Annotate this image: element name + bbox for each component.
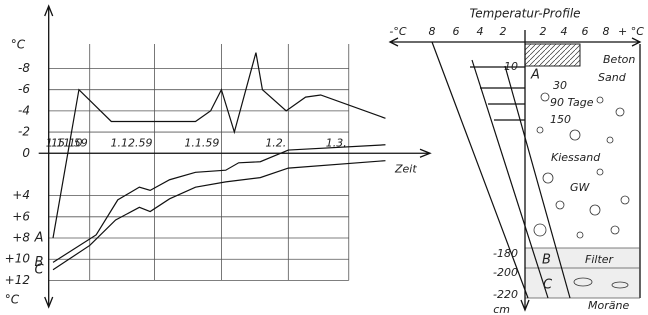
x-label: Zeit: [394, 162, 417, 175]
y-tick-label: +6: [12, 209, 30, 223]
scale-label: 2: [500, 25, 507, 38]
concrete: [525, 44, 580, 66]
layer-label: Moräne: [588, 299, 629, 312]
y-tick-label: +10: [5, 252, 31, 266]
depth-label: -220: [493, 288, 518, 301]
day-label: 30: [553, 79, 567, 92]
scale-label: 2: [540, 25, 547, 38]
y-tick-label: -4: [18, 103, 30, 117]
x-tick-label: 1.1.59: [184, 136, 219, 149]
series-line: [53, 145, 385, 263]
y-unit: °C: [5, 293, 20, 307]
layer-label: GW: [570, 181, 591, 194]
layer-label: Filter: [585, 253, 615, 266]
profile: Temperatur-Profile -°C + °C 8 6 4 2 2 4 …: [389, 7, 644, 315]
layer-label: Beton: [603, 53, 635, 66]
day-label: 90 Tage: [550, 96, 594, 109]
y-tick-label: -6: [18, 82, 30, 96]
y-tick-label: +4: [12, 188, 30, 202]
day-label: 150: [550, 113, 571, 126]
series-line: [53, 161, 385, 270]
y-unit: °C: [11, 38, 26, 52]
y-tick-label: -8: [18, 61, 30, 75]
series-label: C: [34, 262, 44, 277]
layer-label: Kiessand: [551, 151, 601, 164]
x-tick-label: 1.11.59: [46, 136, 88, 149]
x-tick-label: 1.12.59: [110, 136, 152, 149]
depth-label: -200: [493, 266, 518, 279]
depth-label: -180: [493, 247, 518, 260]
figure: Temperatur-Profile -°C + °C 8 6 4 2 2 4 …: [0, 0, 648, 315]
curve-label: C: [543, 278, 553, 293]
scale-label: 8: [603, 25, 610, 38]
unit: + °C: [618, 25, 644, 38]
depth-label: -10: [500, 60, 518, 73]
scale-label: 8: [429, 25, 436, 38]
curve-label: B: [542, 253, 551, 268]
unit: -°C: [389, 25, 406, 38]
scale-label: 4: [477, 25, 484, 38]
y-tick-label: +12: [5, 273, 30, 287]
y-tick-label: +8: [12, 231, 30, 245]
x-tick-label: 1.2.: [265, 136, 286, 149]
y-tick-label: -2: [18, 125, 30, 139]
layer-label: Sand: [598, 71, 627, 84]
series-label: A: [34, 231, 44, 246]
scale-label: 4: [561, 25, 568, 38]
scale-label: 6: [453, 25, 460, 38]
curve-label: A: [530, 68, 540, 83]
profile-title: Temperatur-Profile: [469, 7, 580, 21]
scale-label: 6: [582, 25, 589, 38]
y-tick-label: 0: [22, 146, 30, 160]
depth-unit: cm: [493, 303, 510, 315]
